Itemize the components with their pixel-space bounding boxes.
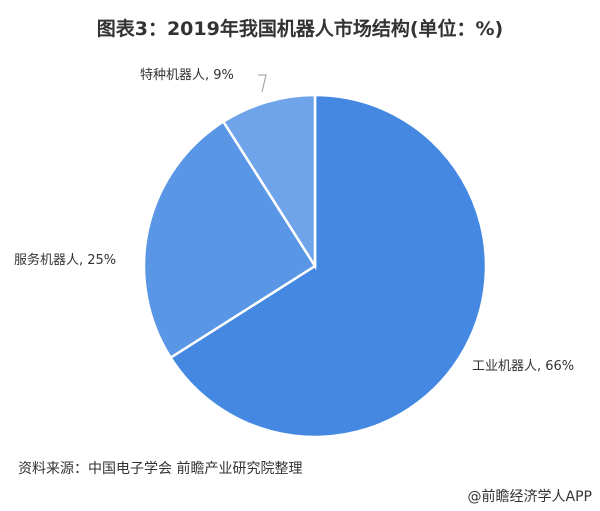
- leader-line: [258, 74, 267, 93]
- pie-slice-1: [168, 93, 488, 439]
- slice-label-1: 工业机器人, 66%: [472, 359, 574, 374]
- chart-title: 图表3：2019年我国机器人市场结构(单位：%): [96, 18, 504, 40]
- credit-note: @前瞻经济学人APP: [467, 489, 592, 505]
- pie-slice-2: [142, 119, 317, 360]
- pie-slice-3: [221, 93, 317, 271]
- slice-label-3: 特种机器人, 9%: [140, 68, 234, 83]
- slice-label-2: 服务机器人, 25%: [14, 252, 116, 268]
- source-note: 资料来源：中国电子学会 前瞻产业研究院整理: [18, 461, 303, 477]
